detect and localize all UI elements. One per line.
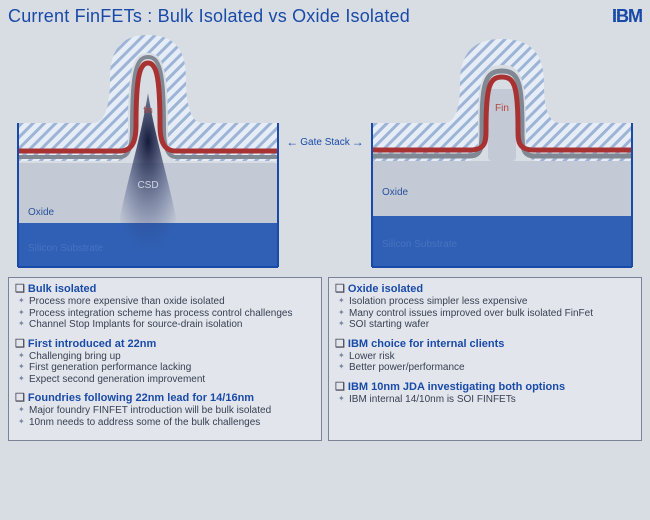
bullet-item: Many control issues improved over bulk i…	[349, 308, 635, 320]
bullet-item: Lower risk	[349, 351, 635, 363]
fin-label: fin	[143, 105, 153, 115]
substrate-label: Silicon Substrate	[28, 243, 103, 254]
section-heading: First introduced at 22nm	[15, 337, 315, 350]
arrow-left-icon: ←	[286, 135, 298, 149]
bullet-item: SOI starting wafer	[349, 319, 635, 331]
section-heading: IBM choice for internal clients	[335, 337, 635, 350]
section-heading: Oxide isolated	[335, 282, 635, 295]
oxide-label: Oxide	[382, 187, 409, 198]
text-columns: Bulk isolatedProcess more expensive than…	[8, 277, 642, 441]
oxide-text-box: Oxide isolatedIsolation process simpler …	[328, 277, 642, 441]
section-heading: IBM 10nm JDA investigating both options	[335, 380, 635, 393]
slide: Current FinFETs : Bulk Isolated vs Oxide…	[0, 0, 650, 520]
substrate-label: Silicon Substrate	[382, 239, 457, 250]
fin-label: Fin	[495, 103, 509, 114]
bulk-text-box: Bulk isolatedProcess more expensive than…	[8, 277, 322, 441]
slide-title: Current FinFETs : Bulk Isolated vs Oxide…	[8, 6, 410, 27]
bullet-item: Challenging bring up	[29, 351, 315, 363]
bullet-item: Expect second generation improvement	[29, 374, 315, 386]
bullet-item: First generation performance lacking	[29, 362, 315, 374]
gate-stack-text: Gate Stack	[300, 137, 349, 148]
title-row: Current FinFETs : Bulk Isolated vs Oxide…	[8, 6, 642, 27]
bullet-item: Process more expensive than oxide isolat…	[29, 296, 315, 308]
section-heading: Foundries following 22nm lead for 14/16n…	[15, 391, 315, 404]
diagram-row: fin CSD Oxide Silicon Substrate ← Gate S…	[8, 33, 642, 271]
bullet-item: Isolation process simpler less expensive	[349, 296, 635, 308]
bullet-item: Better power/performance	[349, 362, 635, 374]
bullet-item: 10nm needs to address some of the bulk c…	[29, 417, 315, 429]
bullet-item: Process integration scheme has process c…	[29, 308, 315, 320]
oxide-label: Oxide	[28, 207, 55, 218]
bullet-item: IBM internal 14/10nm is SOI FINFETs	[349, 394, 635, 406]
bulk-isolated-diagram: fin CSD Oxide Silicon Substrate	[8, 33, 288, 271]
csd-label: CSD	[137, 180, 158, 191]
bullet-item: Channel Stop Implants for source-drain i…	[29, 319, 315, 331]
bullet-item: Major foundry FINFET introduction will b…	[29, 405, 315, 417]
section-heading: Bulk isolated	[15, 282, 315, 295]
gate-stack-label: ← Gate Stack →	[286, 135, 363, 149]
ibm-logo: IBM	[612, 6, 642, 27]
oxide-isolated-diagram: Fin Oxide Silicon Substrate	[362, 33, 642, 271]
